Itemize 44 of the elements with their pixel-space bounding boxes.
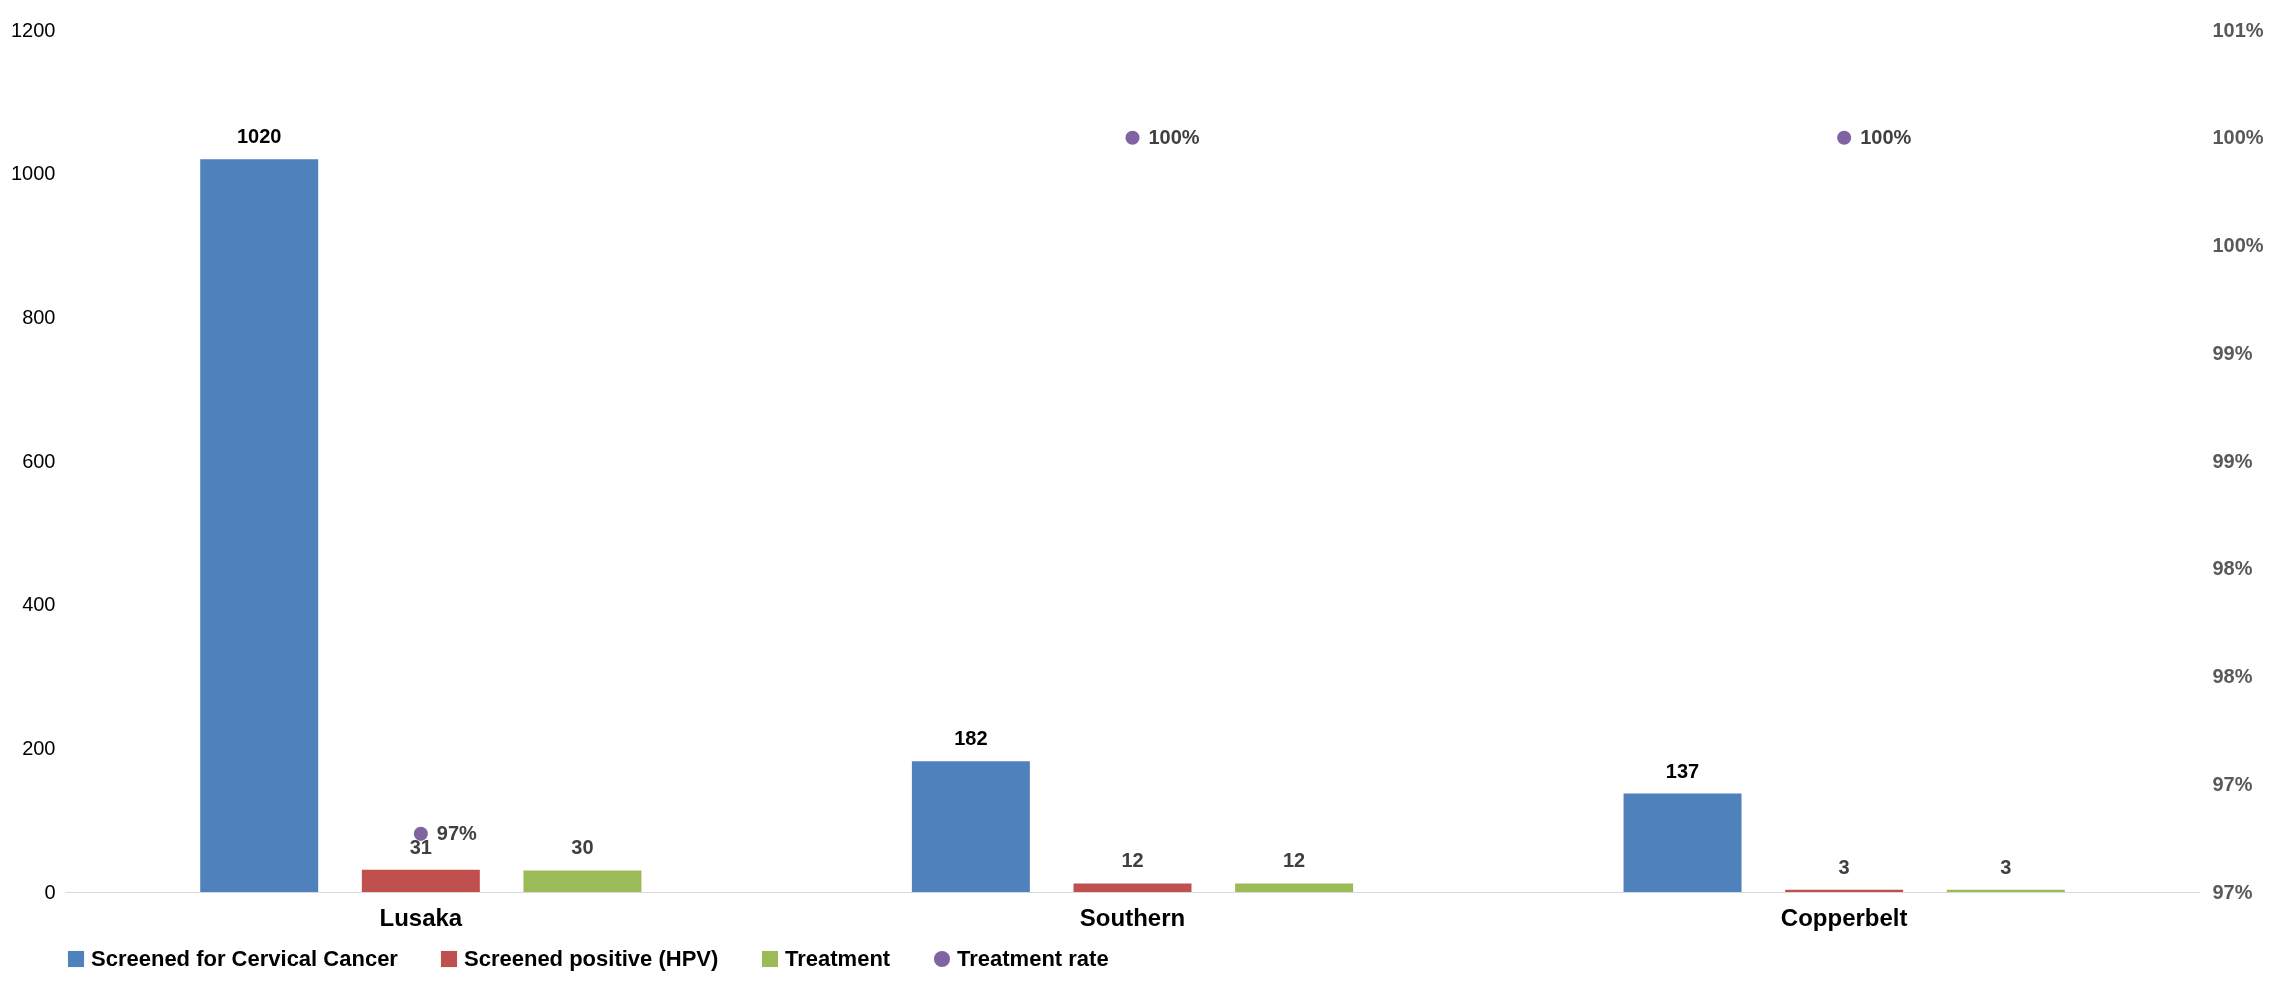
y-tick-label: 200 (22, 736, 56, 759)
legend-label: Treatment (785, 946, 891, 971)
y-tick-label: 1200 (11, 18, 56, 41)
y2-tick-label: 98% (2212, 557, 2253, 580)
bar (1235, 883, 1354, 892)
data-label: 100% (1148, 125, 1200, 148)
legend-label: Screened positive (HPV) (464, 946, 719, 971)
bar (1623, 793, 1742, 892)
data-label: 1020 (236, 125, 282, 148)
bar (361, 869, 480, 892)
data-label: 3 (2000, 855, 2012, 878)
data-label: 100% (1860, 125, 1912, 148)
data-label: 31 (409, 835, 432, 858)
y-tick-label: 800 (22, 305, 56, 328)
y-tick-label: 400 (22, 593, 56, 616)
y-tick-label: 600 (22, 449, 56, 472)
y2-tick-label: 99% (2212, 449, 2253, 472)
data-label: 12 (1121, 849, 1144, 872)
y2-tick-label: 101% (2212, 18, 2264, 41)
x-tick-label: Southern (1079, 903, 1186, 931)
y2-tick-label: 98% (2212, 665, 2253, 687)
x-tick-label: Copperbelt (1780, 903, 1908, 931)
legend-label: Screened for Cervical Cancer (91, 946, 399, 971)
y2-tick-label: 100% (2212, 234, 2264, 256)
y2-tick-label: 100% (2212, 126, 2264, 149)
y2-tick-label: 97% (2212, 880, 2253, 903)
y-tick-label: 1000 (11, 162, 56, 185)
x-tick-label: Lusaka (379, 903, 463, 931)
y2-tick-label: 99% (2212, 341, 2253, 364)
bar (911, 761, 1030, 892)
y-tick-label: 0 (44, 880, 56, 903)
bar (200, 159, 319, 892)
legend-label: Treatment rate (957, 946, 1109, 971)
y2-tick-label: 97% (2212, 772, 2253, 795)
data-label: 12 (1283, 849, 1306, 872)
bar (1785, 889, 1904, 892)
data-label: 182 (954, 727, 988, 750)
data-label: 137 (1665, 759, 1700, 782)
data-label: 30 (571, 836, 594, 859)
data-label: 3 (1838, 855, 1850, 878)
bar (523, 870, 642, 892)
data-label: 97% (436, 821, 478, 844)
bar (1073, 883, 1192, 892)
bar (1946, 889, 2065, 892)
